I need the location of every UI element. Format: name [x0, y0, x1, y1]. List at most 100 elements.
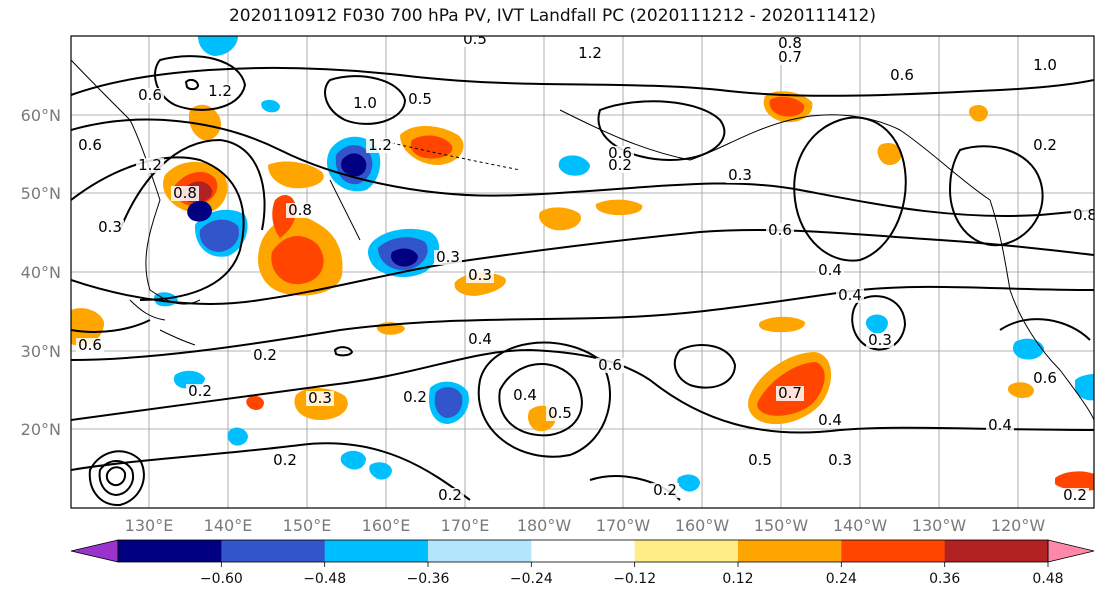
colorbar-tick-label: −0.60: [200, 571, 243, 587]
contour-label-bg: [171, 186, 199, 201]
contour-label: 0.5: [748, 451, 772, 469]
contour-label-bg: [576, 46, 604, 61]
contour-label-bg: [826, 453, 854, 468]
contour-label: 0.4: [818, 261, 842, 279]
contour-label-bg: [466, 332, 494, 347]
contour-label-bg: [76, 138, 104, 153]
contour-label-bg: [206, 84, 234, 99]
colorbar-segment: [634, 540, 739, 562]
pv-anomaly-negative: [198, 36, 238, 56]
pv-anomaly-positive: [1055, 471, 1094, 491]
pv-anomaly-negative: [1075, 374, 1094, 401]
contour-label-bg: [461, 36, 489, 47]
pv-anomaly-negative: [434, 387, 463, 418]
coastline-alaska: [559, 109, 991, 201]
pv-anomaly-positive: [769, 96, 805, 117]
contour-label-bg: [776, 50, 804, 65]
contour-label: 0.4: [468, 330, 492, 348]
contour-label-bg: [836, 288, 864, 303]
pv-anomaly-negative: [340, 450, 366, 470]
ivt-contours: [71, 55, 1094, 507]
pv-anomaly-negative: [677, 474, 700, 492]
contour-label-bg: [406, 92, 434, 107]
contour-label: 0.7: [778, 48, 802, 66]
contour-label-bg: [466, 268, 494, 283]
contour-label-bg: [776, 386, 804, 401]
pv-anomaly-negative: [261, 99, 280, 113]
contour-label: 0.2: [438, 486, 462, 504]
contour-label-bg: [1031, 371, 1059, 386]
contour-label: 0.6: [598, 356, 622, 374]
longitude-ticks: 130°E 140°E 150°E 160°E 170°E 180°W 170°W 160°W…: [125, 516, 1046, 535]
contour-label: 0.3: [828, 451, 852, 469]
contour-label: 0.4: [988, 416, 1012, 434]
lon-tick-label: 170°E: [441, 516, 490, 535]
contour-label: 0.6: [138, 86, 162, 104]
pv-anomaly-positive: [877, 143, 902, 166]
contour-label-bg: [596, 358, 624, 373]
contour-label-bg: [96, 220, 124, 235]
contour-label-bg: [251, 348, 279, 363]
colorbar-tick-label: 0.12: [722, 571, 753, 587]
contour-label-bg: [136, 88, 164, 103]
contour-label-bg: [746, 453, 774, 468]
lat-tick-label: 20°N: [21, 420, 61, 439]
contour-label-bg: [511, 388, 539, 403]
contour-label: 0.6: [768, 221, 792, 239]
contour-label: 0.6: [1033, 369, 1057, 387]
coastline-na-west: [989, 199, 1094, 421]
contour-label-bg: [1031, 58, 1059, 73]
colorbar-segment: [841, 540, 946, 562]
colorbar-tick-label: −0.36: [407, 571, 450, 587]
colorbar-tick-label: 0.48: [1032, 571, 1063, 587]
contour-label: 0.5: [408, 90, 432, 108]
contour-label: 1.2: [368, 136, 392, 154]
pv-anomaly-positive: [410, 135, 453, 159]
contour-label: 0.2: [1033, 136, 1057, 154]
pv-anomaly-negative: [1012, 338, 1044, 360]
contour-label-bg: [606, 158, 634, 173]
contour-labels: 0.51.20.80.70.61.01.2 0.50.6 1.01.20.60.81…: [76, 30, 1094, 504]
contour-label-bg: [306, 391, 334, 406]
contour-label-bg: [816, 263, 844, 278]
colorbar-extend-high: [1047, 539, 1095, 563]
contour-label-bg: [1061, 488, 1089, 503]
contour-label: 1.2: [208, 82, 232, 100]
contour-label: 0.5: [548, 404, 572, 422]
contour-label: 0.6: [78, 336, 102, 354]
colorbar: −0.60 −0.48 −0.36 −0.24 −0.12 0.12 0.24 0.36 0.4…: [70, 539, 1095, 587]
pv-anomaly-negative: [187, 200, 212, 222]
contour-label-bg: [766, 223, 794, 238]
lon-tick-label: 150°W: [754, 516, 809, 535]
contour-label-bg: [366, 138, 394, 153]
pv-anomaly-positive: [758, 316, 806, 333]
latitude-ticks: 60°N 50°N 40°N 30°N 20°N: [21, 106, 61, 439]
colorbar-segment: [324, 540, 429, 562]
contour-label: 0.8: [288, 201, 312, 219]
pv-anomaly-negative: [390, 248, 418, 267]
contour-label-bg: [816, 413, 844, 428]
lon-tick-label: 180°W: [517, 516, 572, 535]
pv-anomaly-positive: [188, 104, 221, 141]
contour-label: 0.4: [513, 386, 537, 404]
pv-anomaly-negative: [227, 427, 248, 446]
colorbar-segment: [531, 540, 636, 562]
contour-label: 1.2: [138, 156, 162, 174]
lat-tick-label: 50°N: [21, 184, 61, 203]
colorbar-segment: [428, 540, 532, 562]
contour-label: 0.5: [463, 30, 487, 48]
figure-title: 2020110912 F030 700 hPa PV, IVT Landfall…: [228, 6, 876, 26]
contour-label-bg: [1071, 208, 1094, 223]
colorbar-tick-label: −0.24: [510, 571, 553, 587]
contour-label: 0.2: [403, 388, 427, 406]
contour-label: 0.6: [890, 66, 914, 84]
colorbar-tick-label: −0.12: [613, 571, 656, 587]
coastline-asia: [71, 59, 201, 305]
contour-label: 0.3: [868, 331, 892, 349]
colorbar-frame: [117, 539, 1049, 563]
contour-label: 0.3: [98, 218, 122, 236]
contour-label: 0.3: [436, 248, 460, 266]
contour-label-bg: [651, 483, 679, 498]
contour-label: 0.6: [78, 136, 102, 154]
